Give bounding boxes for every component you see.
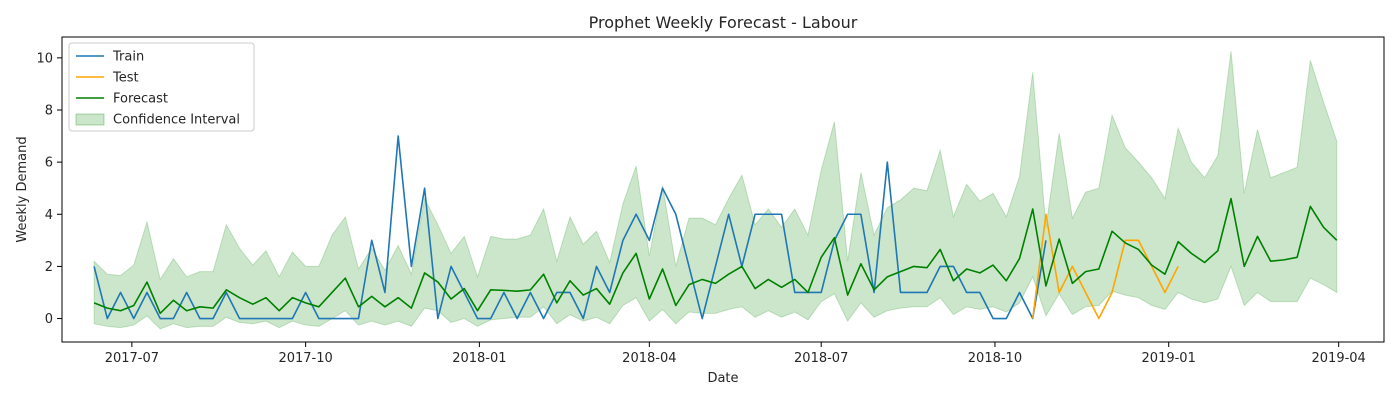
series-line-train (93, 135, 1047, 320)
x-tick-label: 2017-07 (105, 351, 159, 366)
legend-label: Train (112, 50, 144, 65)
x-tick-label: 2018-04 (622, 351, 676, 366)
y-tick-label: 4 (45, 208, 53, 223)
x-tick-label: 2018-01 (452, 351, 506, 366)
y-tick-label: 0 (45, 312, 53, 327)
confidence-interval-band (93, 51, 1338, 330)
y-tick-label: 8 (45, 103, 53, 118)
legend-swatch-confidence-interval (75, 113, 105, 126)
legend-box (68, 42, 255, 132)
series-line-forecast (93, 197, 1338, 315)
legend-label: Test (112, 71, 139, 86)
legend: Train Test Forecast Confidence Interval (68, 42, 255, 132)
axes-frame (61, 36, 1385, 343)
x-tick-label: 2017-10 (278, 351, 332, 366)
y-axis-label: Weekly Demand (15, 136, 30, 242)
y-tick-label: 6 (45, 156, 53, 171)
y-tick-label: 2 (45, 260, 53, 275)
legend-label: Forecast (113, 92, 168, 107)
x-tick-label: 2018-07 (794, 351, 848, 366)
y-tick-label: 10 (36, 51, 53, 66)
x-tick-label: 2018-10 (968, 351, 1022, 366)
plot-area: 2017-07 2017-10 2018-01 2018-04 2018-07 2018-… (36, 36, 1385, 366)
series-line-test (1031, 213, 1179, 320)
x-tick-label: 2019-04 (1312, 351, 1366, 366)
chart-title: Prophet Weekly Forecast - Labour (589, 13, 858, 32)
x-axis-label: Date (707, 371, 738, 386)
x-tick-label: 2019-01 (1142, 351, 1196, 366)
legend-label: Confidence Interval (113, 113, 240, 128)
